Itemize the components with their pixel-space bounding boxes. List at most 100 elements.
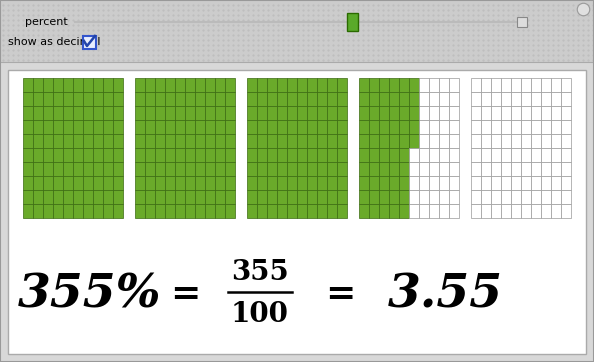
Bar xyxy=(113,92,123,106)
Bar xyxy=(297,190,307,204)
Bar xyxy=(73,162,83,176)
Bar xyxy=(317,204,327,218)
Bar xyxy=(113,78,123,92)
Bar xyxy=(449,92,459,106)
Bar xyxy=(521,176,531,190)
Bar xyxy=(337,190,347,204)
Bar xyxy=(53,78,63,92)
Bar xyxy=(145,120,155,134)
Bar xyxy=(83,204,93,218)
Bar xyxy=(409,106,419,120)
Bar xyxy=(205,148,215,162)
Bar xyxy=(185,92,195,106)
Bar xyxy=(297,204,307,218)
Bar xyxy=(429,176,439,190)
Bar xyxy=(277,204,287,218)
Bar xyxy=(145,106,155,120)
Bar xyxy=(409,134,419,148)
Bar xyxy=(389,120,399,134)
Bar xyxy=(551,190,561,204)
Bar xyxy=(43,134,53,148)
Bar xyxy=(93,176,103,190)
Bar xyxy=(531,134,541,148)
Bar xyxy=(33,120,43,134)
Bar xyxy=(399,148,409,162)
Bar xyxy=(93,106,103,120)
Bar xyxy=(185,148,195,162)
Bar xyxy=(327,162,337,176)
Bar xyxy=(113,134,123,148)
Bar xyxy=(43,120,53,134)
Bar xyxy=(337,148,347,162)
Bar xyxy=(327,120,337,134)
Bar xyxy=(43,176,53,190)
Bar xyxy=(165,134,175,148)
Bar xyxy=(63,204,73,218)
Bar xyxy=(257,106,267,120)
Bar xyxy=(419,78,429,92)
Bar xyxy=(63,190,73,204)
Bar xyxy=(53,148,63,162)
Bar xyxy=(103,120,113,134)
Bar xyxy=(155,190,165,204)
Bar xyxy=(541,204,551,218)
Bar xyxy=(551,148,561,162)
Bar xyxy=(287,162,297,176)
Bar xyxy=(409,162,419,176)
Bar xyxy=(43,190,53,204)
Bar xyxy=(541,92,551,106)
Bar xyxy=(165,92,175,106)
Bar xyxy=(185,120,195,134)
Bar xyxy=(369,190,379,204)
Bar xyxy=(429,106,439,120)
Bar xyxy=(287,106,297,120)
Bar xyxy=(277,78,287,92)
Bar xyxy=(359,162,369,176)
Bar xyxy=(53,134,63,148)
Bar xyxy=(379,204,389,218)
Bar xyxy=(175,204,185,218)
Bar xyxy=(501,92,511,106)
Bar xyxy=(205,204,215,218)
Bar xyxy=(287,176,297,190)
Bar xyxy=(481,204,491,218)
Bar xyxy=(225,106,235,120)
Bar xyxy=(429,78,439,92)
Bar xyxy=(551,204,561,218)
Bar xyxy=(369,78,379,92)
Bar xyxy=(541,78,551,92)
Bar xyxy=(175,148,185,162)
Bar xyxy=(225,134,235,148)
Bar xyxy=(145,134,155,148)
Bar xyxy=(561,204,571,218)
Bar xyxy=(327,106,337,120)
Bar xyxy=(491,162,501,176)
Bar xyxy=(83,78,93,92)
Text: 355: 355 xyxy=(231,258,289,286)
Bar xyxy=(195,134,205,148)
Bar xyxy=(73,148,83,162)
Bar xyxy=(145,162,155,176)
Bar xyxy=(287,148,297,162)
Bar xyxy=(43,148,53,162)
Bar xyxy=(531,106,541,120)
Bar xyxy=(23,106,33,120)
Bar xyxy=(165,176,175,190)
Bar xyxy=(317,176,327,190)
Bar xyxy=(491,204,501,218)
Bar xyxy=(327,190,337,204)
Bar xyxy=(225,78,235,92)
Bar xyxy=(175,176,185,190)
Bar xyxy=(511,106,521,120)
Bar xyxy=(297,162,307,176)
Bar xyxy=(541,190,551,204)
Bar xyxy=(359,148,369,162)
Bar xyxy=(359,190,369,204)
Bar xyxy=(33,190,43,204)
Bar xyxy=(419,176,429,190)
Bar xyxy=(247,92,257,106)
Bar xyxy=(185,204,195,218)
Bar xyxy=(155,78,165,92)
Bar xyxy=(317,134,327,148)
Bar xyxy=(439,190,449,204)
